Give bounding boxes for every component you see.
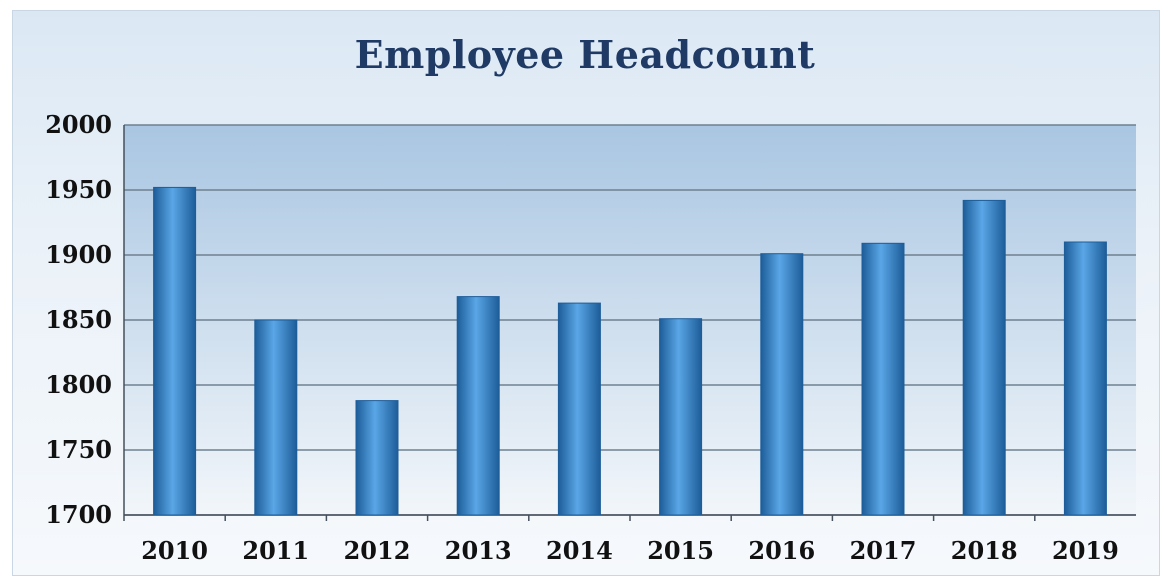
bar-2015	[659, 318, 703, 516]
x-tick-label-2016: 2016	[748, 536, 815, 565]
x-tick-label-2010: 2010	[141, 536, 208, 565]
y-tick-label-2000: 2000	[45, 110, 112, 139]
y-tick-label-1900: 1900	[45, 240, 112, 269]
x-tick-label-2014: 2014	[546, 536, 613, 565]
x-tick-label-2011: 2011	[242, 536, 309, 565]
bar-2014	[557, 302, 601, 516]
x-tick-label-2015: 2015	[647, 536, 714, 565]
y-tick-label-1800: 1800	[45, 370, 112, 399]
y-tick-label-1700: 1700	[45, 500, 112, 529]
bar-2010	[153, 186, 197, 516]
bar-2016	[760, 253, 804, 516]
x-tick-label-2017: 2017	[850, 536, 917, 565]
bar-2017	[861, 242, 905, 516]
bar-2019	[1063, 241, 1107, 516]
y-tick-label-1850: 1850	[45, 305, 112, 334]
bar-2018	[962, 199, 1006, 516]
y-tick-label-1950: 1950	[45, 175, 112, 204]
bar-2013	[456, 296, 500, 516]
x-tick-label-2018: 2018	[951, 536, 1018, 565]
x-tick-label-2013: 2013	[445, 536, 512, 565]
y-tick-label-1750: 1750	[45, 435, 112, 464]
chart-title: Employee Headcount	[354, 32, 816, 77]
bar-2011	[254, 319, 298, 516]
bar-2012	[355, 400, 399, 516]
x-tick-label-2019: 2019	[1052, 536, 1119, 565]
x-tick-label-2012: 2012	[344, 536, 411, 565]
